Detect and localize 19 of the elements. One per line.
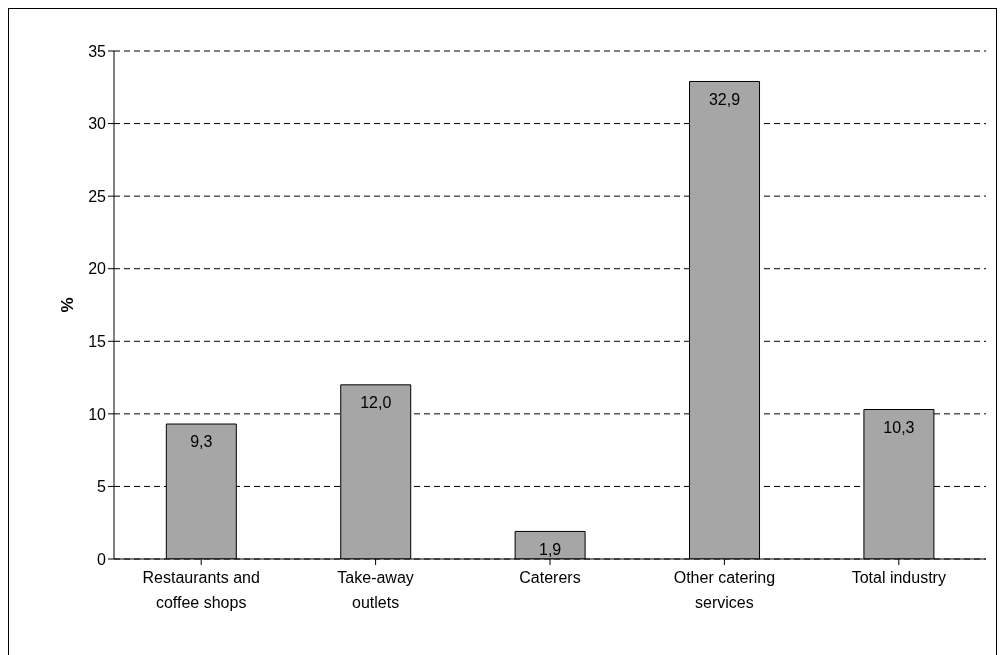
x-tick-label: Total industry xyxy=(851,569,946,586)
data-label: 9,3 xyxy=(190,433,213,451)
data-label: 10,3 xyxy=(883,418,915,436)
y-tick-label: 5 xyxy=(97,478,107,496)
x-tick-label: Take-away outlets xyxy=(337,569,414,611)
y-tick-label: 30 xyxy=(88,115,107,133)
x-tick-label: Restaurants and coffee shops xyxy=(142,569,260,611)
data-label: 32,9 xyxy=(708,90,741,108)
y-tick-label: 10 xyxy=(88,405,107,423)
data-label: 1,9 xyxy=(538,540,562,558)
y-axis-title: % xyxy=(58,297,78,313)
x-tick-label: Other catering services xyxy=(673,569,776,611)
data-label: 12,0 xyxy=(360,394,392,412)
y-tick-label: 15 xyxy=(88,332,107,350)
y-tick-label: 25 xyxy=(88,187,107,205)
x-tick-label: Caterers xyxy=(519,569,581,586)
y-tick-label: 35 xyxy=(88,42,107,60)
y-tick-label: 0 xyxy=(97,550,107,568)
y-tick-label: 20 xyxy=(88,260,107,278)
